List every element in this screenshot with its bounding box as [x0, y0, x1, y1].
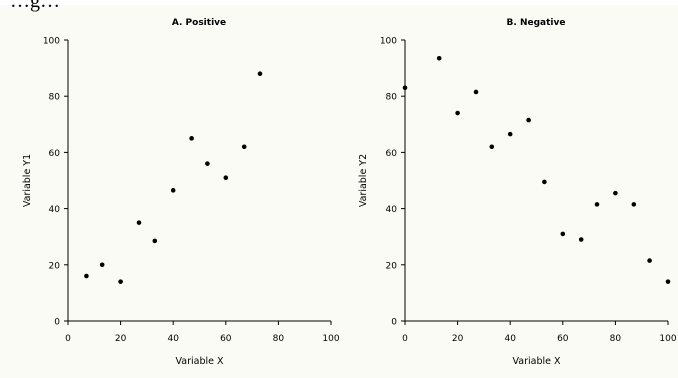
chart-b-x-tick-label: 100: [659, 334, 676, 344]
chart-a-x-tick-label: 40: [167, 334, 179, 344]
chart-a-title: A. Positive: [172, 18, 226, 28]
chart-a-y-tick-label: 100: [43, 37, 60, 47]
chart-b-data-point: [489, 144, 495, 150]
chart-b-data-point: [631, 202, 637, 207]
chart-b-data-point: [542, 179, 547, 185]
chart-b-y-tick-label: 60: [386, 149, 398, 159]
chart-a-x-tick-label: 0: [65, 334, 71, 344]
chart-b-data-point: [665, 279, 671, 284]
chart-b-x-tick-label: 0: [402, 334, 408, 344]
chart-b-x-tick-label: 80: [610, 334, 622, 344]
chart-b-y-tick-label: 20: [386, 261, 398, 271]
chart-b-data-point: [402, 85, 408, 91]
chart-a-y-tick-label: 40: [49, 205, 61, 215]
chart-b-data-point: [526, 117, 531, 123]
chart-b-x-tick-label: 60: [557, 334, 569, 344]
panel-a-background: [0, 5, 340, 378]
chart-b-data-point: [647, 258, 652, 263]
chart-a-data-point: [241, 144, 247, 150]
chart-b-x-axis-label: Variable X: [513, 356, 561, 367]
chart-b-y-axis-label: Variable Y2: [358, 154, 369, 207]
chart-a-data-point: [84, 273, 89, 279]
chart-b-data-point: [455, 110, 460, 116]
chart-a-y-tick-label: 20: [49, 261, 61, 271]
chart-b-y-tick-label: 0: [391, 318, 397, 328]
chart-b-x-tick-label: 20: [452, 334, 464, 344]
chart-a-x-tick-label: 80: [273, 334, 285, 344]
chart-a-data-point: [136, 220, 142, 225]
chart-a-x-tick-label: 100: [322, 334, 339, 344]
chart-a-data-point: [118, 279, 123, 284]
chart-a-data-point: [189, 136, 194, 141]
chart-b-y-tick-label: 40: [386, 205, 398, 215]
chart-a-y-tick-label: 80: [49, 93, 61, 103]
chart-b-x-tick-label: 40: [504, 334, 516, 344]
chart-a-data-point: [152, 238, 158, 244]
chart-b-data-point: [578, 237, 584, 242]
chart-b-data-point: [594, 202, 600, 207]
chart-b-y-tick-label: 80: [386, 93, 398, 103]
chart-a-y-axis-label: Variable Y1: [22, 154, 33, 207]
chart-a-data-point: [223, 175, 229, 180]
page-header-fragment: …g…: [10, 0, 60, 12]
chart-b-title: B. Negative: [507, 18, 566, 28]
chart-b-data-point: [436, 55, 442, 61]
chart-b-data-point: [560, 231, 566, 237]
chart-b-data-point: [473, 89, 479, 95]
chart-b-data-point: [507, 131, 513, 137]
chart-b-data-point: [613, 190, 618, 196]
chart-a-data-point: [205, 161, 210, 166]
chart-a-x-tick-label: 20: [115, 334, 127, 344]
panel-b-background: [340, 5, 678, 378]
chart-a-x-tick-label: 60: [220, 334, 232, 344]
chart-a-y-tick-label: 60: [49, 149, 61, 159]
chart-a-y-tick-label: 0: [54, 318, 60, 328]
chart-a-data-point: [99, 262, 105, 268]
chart-a-data-point: [170, 188, 176, 193]
chart-b-y-tick-label: 100: [380, 37, 397, 47]
chart-a-x-axis-label: Variable X: [176, 356, 224, 367]
chart-a-data-point: [257, 71, 263, 77]
